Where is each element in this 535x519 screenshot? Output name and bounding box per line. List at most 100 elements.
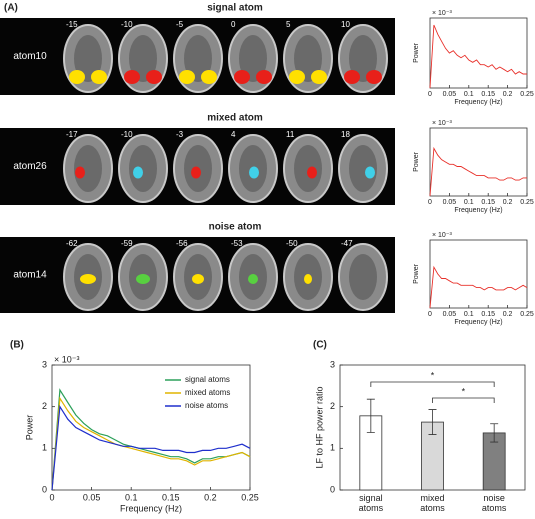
activation: [192, 274, 204, 284]
y-tick-label: 0: [330, 484, 335, 494]
x-tick-label: 0.25: [520, 199, 534, 206]
activation: [201, 70, 217, 84]
x-tick-label: 0.1: [125, 492, 138, 502]
series-line: [429, 146, 527, 197]
panel-label: (A): [4, 3, 18, 14]
y-tick-label: 0: [42, 484, 47, 494]
x-tick-label: 0: [428, 311, 432, 318]
row-title: mixed atom: [207, 113, 263, 124]
x-tick-label: 0.25: [520, 311, 534, 318]
slice-number: -47: [341, 239, 353, 248]
x-tick-label: 0: [428, 91, 432, 98]
activation: [91, 70, 107, 84]
slice-number: -10: [121, 130, 133, 139]
x-tick-label: 0.25: [241, 492, 259, 502]
y-tick-label: 3: [330, 359, 335, 369]
x-tick-label: noise atoms: [482, 493, 507, 513]
activation: [179, 70, 195, 84]
plot-frame: [429, 17, 528, 89]
y-axis-title: LF to HF power ratio: [314, 386, 324, 468]
activation: [69, 70, 85, 84]
x-axis-title: Frequency (Hz): [454, 319, 502, 326]
legend-label: mixed atoms: [185, 388, 230, 397]
activation: [75, 166, 85, 179]
activation: [248, 274, 258, 284]
y-tick-label: 1: [42, 443, 47, 453]
x-axis-title: Frequency (Hz): [120, 503, 182, 513]
x-tick-label: 0.1: [464, 311, 474, 318]
brain-detail: [349, 35, 377, 82]
brain-detail: [129, 35, 157, 82]
activation: [124, 70, 140, 84]
atom-label: atom26: [13, 161, 47, 172]
activation: [365, 166, 375, 179]
slice-number: -3: [176, 130, 184, 139]
x-tick-label: 0.15: [481, 91, 495, 98]
axis-exponent: × 10⁻³: [432, 10, 453, 17]
plot-frame: [429, 127, 528, 197]
axis-exponent: × 10⁻³: [54, 354, 80, 364]
legend-label: signal atoms: [185, 375, 230, 384]
activation: [256, 70, 272, 84]
y-tick-label: 3: [42, 359, 47, 369]
activation: [366, 70, 382, 84]
activation: [344, 70, 360, 84]
series-line: [51, 396, 251, 491]
slice-number: 5: [286, 20, 291, 29]
slice-number: -53: [231, 239, 243, 248]
slice-number: -15: [66, 20, 78, 29]
slice-number: 4: [231, 130, 236, 139]
activation: [191, 166, 201, 179]
slice-number: -62: [66, 239, 78, 248]
slice-number: -50: [286, 239, 298, 248]
x-tick-label: mixed atoms: [420, 493, 445, 513]
x-tick-label: 0.25: [520, 91, 534, 98]
activation: [289, 70, 305, 84]
plot-frame: [51, 364, 251, 491]
x-tick-label: 0.15: [162, 492, 180, 502]
x-tick-label: 0.05: [83, 492, 101, 502]
slice-number: -5: [176, 20, 184, 29]
activation: [311, 70, 327, 84]
brain-detail: [294, 145, 322, 192]
significance-bracket: [370, 381, 495, 387]
x-tick-label: 0.1: [464, 91, 474, 98]
slice-number: -59: [121, 239, 133, 248]
slice-number: 10: [341, 20, 350, 29]
slice-number: 0: [231, 20, 236, 29]
x-tick-label: signal atoms: [359, 493, 384, 513]
series-line: [429, 265, 528, 309]
atom-label: atom10: [13, 51, 47, 62]
axis-exponent: × 10⁻³: [432, 232, 453, 239]
y-axis-title: Power: [413, 263, 420, 284]
atom-label: atom14: [13, 270, 47, 281]
brain-detail: [129, 145, 157, 192]
brain-detail: [74, 145, 102, 192]
x-tick-label: 0.2: [503, 91, 513, 98]
legend-label: noise atoms: [185, 401, 228, 410]
series-line: [51, 404, 251, 491]
significance-mark: *: [462, 386, 466, 396]
x-tick-label: 0.2: [204, 492, 217, 502]
error-bar: [490, 423, 499, 443]
x-axis-title: Frequency (Hz): [454, 99, 502, 106]
activation: [307, 166, 317, 179]
y-tick-label: 2: [330, 401, 335, 411]
activation: [80, 274, 96, 284]
plot-frame: [429, 239, 528, 309]
brain-detail: [74, 35, 102, 82]
slice-number: -17: [66, 130, 78, 139]
y-tick-label: 2: [42, 401, 47, 411]
y-axis-title: Power: [413, 151, 420, 172]
series-line: [51, 388, 251, 491]
row-title: noise atom: [209, 222, 262, 233]
y-tick-label: 1: [330, 443, 335, 453]
activation: [234, 70, 250, 84]
y-axis-title: Power: [413, 42, 420, 63]
x-axis-title: Frequency (Hz): [454, 207, 502, 214]
brain-detail: [239, 35, 267, 82]
x-tick-label: 0.2: [503, 199, 513, 206]
y-axis-title: Power: [24, 415, 34, 441]
activation: [133, 166, 143, 179]
